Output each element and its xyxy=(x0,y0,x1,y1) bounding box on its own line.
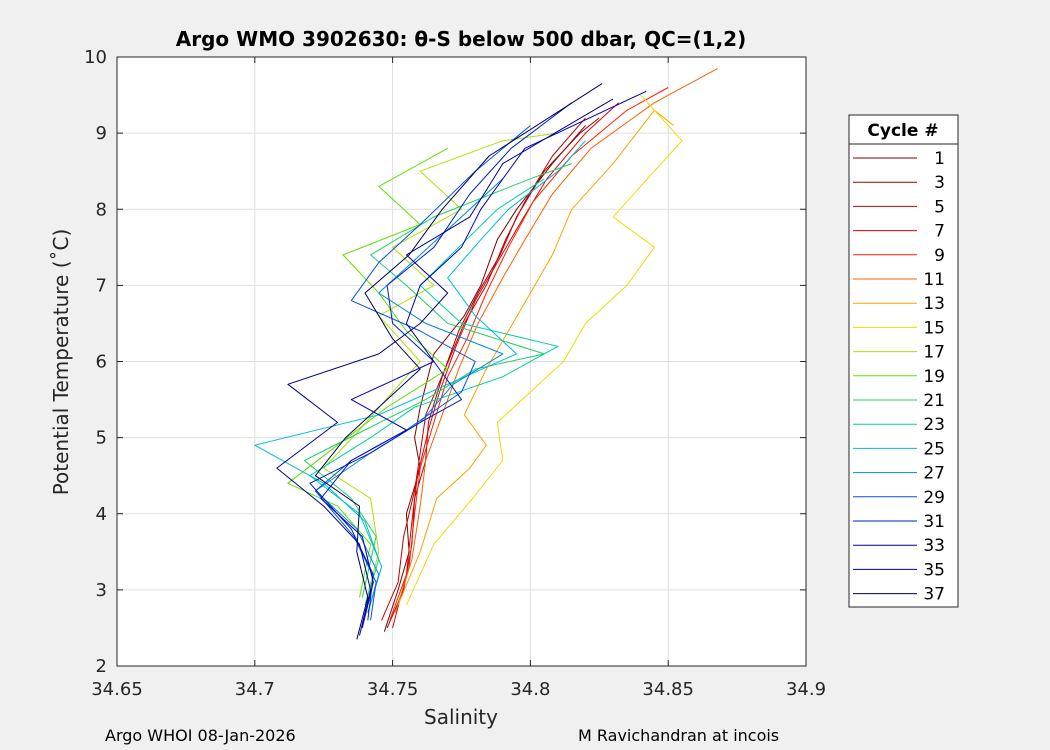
x-tick-label: 34.7 xyxy=(235,679,275,700)
x-tick-label: 34.65 xyxy=(91,679,143,700)
series-line-cycle-25 xyxy=(254,140,586,613)
legend-label: 33 xyxy=(923,536,945,556)
legend-label: 35 xyxy=(923,560,945,580)
series-line-cycle-37 xyxy=(314,83,603,640)
series-line-cycle-33 xyxy=(276,98,614,636)
legend-label: 15 xyxy=(923,318,945,338)
legend-label: 27 xyxy=(923,464,945,484)
legend-box xyxy=(848,114,959,608)
y-tick-label: 7 xyxy=(96,275,107,296)
legend-label: 25 xyxy=(923,439,945,459)
series-group xyxy=(254,67,719,640)
legend-title: Cycle # xyxy=(867,121,938,141)
legend-label: 29 xyxy=(923,488,945,508)
x-tick-label: 34.85 xyxy=(642,679,694,700)
series-line-cycle-15 xyxy=(405,94,683,606)
y-tick-label: 4 xyxy=(96,504,107,525)
x-tick-label: 34.8 xyxy=(510,679,550,700)
series-line-cycle-11 xyxy=(394,67,719,613)
legend-label: 21 xyxy=(923,391,945,411)
legend-label: 23 xyxy=(923,415,945,435)
legend-label: 11 xyxy=(923,270,945,290)
chart-title: Argo WMO 3902630: θ-S below 500 dbar, QC… xyxy=(176,27,746,51)
legend-label: 13 xyxy=(923,294,945,314)
series-line-cycle-1 xyxy=(383,125,586,632)
series-line-cycle-21 xyxy=(303,163,572,598)
y-tick-label: 5 xyxy=(96,428,107,449)
y-tick-label: 2 xyxy=(96,656,107,677)
series-line-cycle-7 xyxy=(392,102,619,629)
y-tick-label: 3 xyxy=(96,580,107,601)
legend: Cycle # 13579111315171921232527293133353… xyxy=(848,114,959,608)
y-tick-label: 10 xyxy=(84,47,107,68)
footer-right-text: M Ravichandran at incois xyxy=(578,726,780,745)
legend-label: 5 xyxy=(934,197,945,217)
series-line-cycle-13 xyxy=(397,109,675,606)
series-line-cycle-35 xyxy=(320,90,647,629)
footer-left-text: Argo WHOI 08-Jan-2026 xyxy=(105,726,296,745)
y-tick-label: 8 xyxy=(96,199,107,220)
x-axis-label: Salinity xyxy=(424,705,498,729)
legend-label: 3 xyxy=(934,173,945,193)
series-line-cycle-27 xyxy=(314,178,504,613)
series-line-cycle-31 xyxy=(309,102,573,621)
y-tick-label: 9 xyxy=(96,123,107,144)
y-axis-label: Potential Temperature (˚C) xyxy=(49,229,73,496)
x-tick-label: 34.9 xyxy=(786,679,826,700)
series-line-cycle-5 xyxy=(381,117,586,621)
legend-label: 17 xyxy=(923,343,945,363)
series-line-cycle-29 xyxy=(314,125,531,621)
legend-label: 19 xyxy=(923,367,945,387)
ticks: 34.65 34.7 34.75 34.8 34.85 34.9 2 3 4 5 6 7 8 9 10 xyxy=(84,47,826,700)
y-tick-label: 6 xyxy=(96,352,107,373)
legend-label: 9 xyxy=(934,246,945,266)
x-tick-label: 34.75 xyxy=(367,679,419,700)
legend-label: 7 xyxy=(934,222,945,242)
legend-label: 1 xyxy=(934,149,945,169)
legend-label: 37 xyxy=(923,585,945,605)
legend-label: 31 xyxy=(923,512,945,532)
